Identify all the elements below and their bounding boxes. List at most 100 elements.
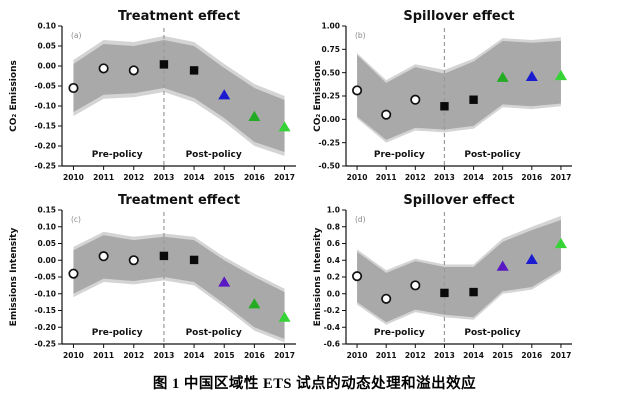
x-tick-label: 2015 <box>492 351 513 360</box>
x-tick-label: 2017 <box>274 351 295 360</box>
panel-title: Treatment effect <box>118 194 240 208</box>
data-point-2015 <box>496 260 509 271</box>
chart-panel-b: 1.00 0.75 0.50 0.25 0.00 -0.25 -0.50 2010 2011 20… <box>313 9 572 182</box>
x-tick-label: 2011 <box>93 351 114 360</box>
data-point-2015 <box>218 276 231 287</box>
pre-policy-label: Pre-policy <box>374 150 425 160</box>
panel-letter: (c) <box>71 215 81 224</box>
confidence-band-inner <box>73 40 285 152</box>
y-tick-label: 0.00 <box>37 62 56 71</box>
y-tick-label: 0.05 <box>37 239 56 248</box>
chart-panel-a: 0.10 0.05 0.00 -0.05 -0.10 -0.15 -0.20 -0.25 201… <box>9 9 296 182</box>
y-tick-label: 0.2 <box>327 273 340 282</box>
data-point-2014 <box>469 287 478 297</box>
y-tick-label: -0.50 <box>318 162 340 171</box>
data-point-2012 <box>128 65 139 76</box>
data-point-2016 <box>525 70 538 81</box>
x-tick-label: 2013 <box>153 173 174 182</box>
post-policy-label: Post-policy <box>464 328 520 338</box>
data-point-2010 <box>352 85 363 96</box>
y-tick-label: 0.4 <box>327 256 340 265</box>
panel-title: Spillover effect <box>403 194 514 208</box>
confidence-band-inner <box>73 235 285 339</box>
x-tick-label: 2016 <box>521 173 542 182</box>
y-tick-label: 0.8 <box>327 222 340 231</box>
x-tick-label: 2015 <box>492 173 513 182</box>
x-tick-label: 2010 <box>63 351 84 360</box>
chart-panel-d: 1.0 0.8 0.6 0.4 0.2 0.0 -0.2 -0.4 -0.6 2010 2011 20… <box>313 194 572 360</box>
y-tick-label: 0.15 <box>37 206 56 215</box>
x-tick-label: 2013 <box>434 351 455 360</box>
y-tick-label: -0.6 <box>324 340 340 349</box>
x-tick-label: 2016 <box>244 351 265 360</box>
confidence-band-inner <box>357 220 561 323</box>
data-point-2010 <box>68 268 79 279</box>
data-point-2013 <box>440 102 449 111</box>
y-tick-label: -0.2 <box>324 306 340 315</box>
data-point-2015 <box>496 71 509 82</box>
data-point-2017 <box>278 121 291 132</box>
y-tick-label: 0.05 <box>37 42 56 51</box>
x-tick-label: 2016 <box>244 173 265 182</box>
y-axis-label: CO₂ Emissions <box>9 60 19 132</box>
x-tick-label: 2010 <box>347 351 368 360</box>
figure-caption: 图 1 中国区域性 ETS 试点的动态处理和溢出效应 <box>152 376 477 392</box>
pre-policy-label: Pre-policy <box>92 150 143 160</box>
x-tick-label: 2012 <box>405 173 426 182</box>
y-tick-label: -0.05 <box>34 273 56 282</box>
post-policy-label: Post-policy <box>464 150 520 160</box>
x-tick-label: 2015 <box>214 173 235 182</box>
y-tick-label: -0.20 <box>34 142 56 151</box>
y-tick-label: 0.6 <box>327 239 340 248</box>
y-tick-label: 0.75 <box>321 45 340 54</box>
data-point-2010 <box>68 82 79 94</box>
post-policy-label: Post-policy <box>186 150 242 160</box>
y-tick-label: -0.25 <box>34 162 56 171</box>
x-tick-label: 2017 <box>274 173 295 182</box>
data-point-2014 <box>189 255 199 265</box>
x-tick-label: 2011 <box>376 351 397 360</box>
panel-letter: (d) <box>355 215 366 224</box>
x-tick-label: 2015 <box>214 351 235 360</box>
y-tick-label: 0.0 <box>327 289 340 298</box>
data-point-2011 <box>98 63 109 74</box>
x-tick-label: 2012 <box>405 351 426 360</box>
panel-letter: (a) <box>71 31 82 40</box>
y-tick-label: -0.05 <box>34 82 56 91</box>
data-point-2016 <box>248 298 261 309</box>
y-tick-label: 0.00 <box>321 115 340 124</box>
panel-letter: (b) <box>355 31 366 40</box>
data-point-2015 <box>218 89 231 100</box>
data-point-2017 <box>554 69 567 81</box>
panel-title: Treatment effect <box>118 9 240 24</box>
x-tick-label: 2017 <box>550 173 571 182</box>
y-axis-label: Emissions Intensity <box>313 228 323 327</box>
y-tick-label: -0.20 <box>34 323 56 332</box>
x-tick-label: 2014 <box>184 351 205 360</box>
data-point-2011 <box>381 109 392 120</box>
data-point-2017 <box>554 237 567 249</box>
y-tick-label: 0.50 <box>321 68 340 77</box>
data-point-2016 <box>248 110 261 121</box>
y-tick-label: -0.10 <box>34 289 56 298</box>
y-tick-label: -0.10 <box>34 102 56 111</box>
y-axis-label: Emissions Intensity <box>9 228 19 327</box>
data-point-2017 <box>278 311 291 322</box>
x-tick-label: 2016 <box>521 351 542 360</box>
y-tick-label: 1.00 <box>321 22 340 31</box>
y-tick-label: 0.10 <box>37 22 56 31</box>
y-tick-label: -0.15 <box>34 122 56 131</box>
data-point-2013 <box>440 288 449 298</box>
y-axis-label: CO₂ Emissions <box>313 60 323 132</box>
x-tick-label: 2014 <box>184 173 205 182</box>
y-tick-label: 0.00 <box>37 256 56 265</box>
chart-panel-c: 0.15 0.10 0.05 0.00 -0.05 -0.10 -0.15 -0.20 -0.2… <box>9 194 296 360</box>
x-tick-label: 2010 <box>63 173 84 182</box>
data-point-2013 <box>159 251 169 261</box>
x-tick-label: 2012 <box>123 173 144 182</box>
data-point-2012 <box>128 255 139 266</box>
panel-title: Spillover effect <box>403 9 514 24</box>
data-point-2014 <box>469 95 478 104</box>
y-tick-label: 1.0 <box>327 206 340 215</box>
